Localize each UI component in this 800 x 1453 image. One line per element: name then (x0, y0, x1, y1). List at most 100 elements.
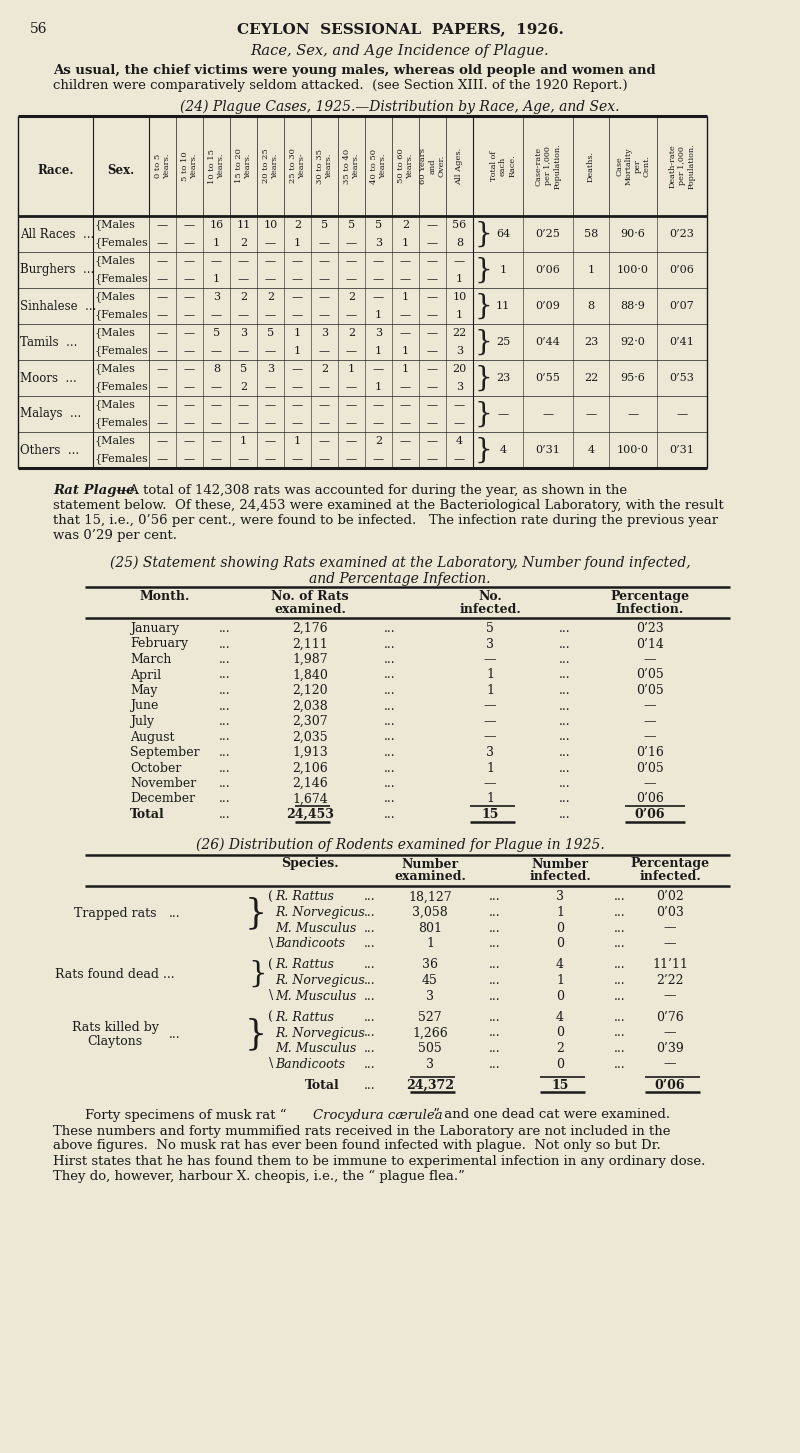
Text: —: — (238, 400, 249, 410)
Text: }: } (248, 960, 267, 988)
Text: (: ( (268, 891, 273, 904)
Text: ...: ... (219, 652, 231, 665)
Text: 64: 64 (496, 230, 510, 238)
Text: —: — (373, 275, 384, 283)
Text: 3: 3 (375, 328, 382, 339)
Text: M. Musculus: M. Musculus (275, 921, 356, 934)
Text: 0’31: 0’31 (670, 445, 694, 455)
Text: 0: 0 (556, 937, 564, 950)
Text: ...: ... (489, 989, 501, 1003)
Text: 11: 11 (496, 301, 510, 311)
Text: 1: 1 (486, 761, 494, 774)
Text: 0: 0 (556, 1026, 564, 1039)
Text: —: — (319, 382, 330, 392)
Text: ...: ... (219, 792, 231, 805)
Text: (: ( (268, 959, 273, 972)
Text: Case-rate
per 1,000
Population.: Case-rate per 1,000 Population. (534, 144, 562, 189)
Text: —: — (184, 346, 195, 356)
Text: 23: 23 (496, 373, 510, 384)
Text: }: } (474, 401, 492, 427)
Text: 0’05: 0’05 (636, 668, 664, 681)
Text: 100·0: 100·0 (617, 445, 649, 455)
Text: —: — (373, 292, 384, 302)
Text: 2,307: 2,307 (292, 715, 328, 728)
Text: —: — (157, 292, 168, 302)
Text: 3: 3 (556, 891, 564, 904)
Text: R. Norvegicus: R. Norvegicus (275, 974, 365, 987)
Text: —: — (319, 400, 330, 410)
Text: Total: Total (306, 1080, 340, 1093)
Text: above figures.  No musk rat has ever been found infected with plague.  Not only : above figures. No musk rat has ever been… (53, 1139, 661, 1152)
Text: 25 to 30
Years-: 25 to 30 Years- (289, 148, 306, 183)
Text: 505: 505 (418, 1042, 442, 1055)
Text: —: — (427, 309, 438, 320)
Text: 2,035: 2,035 (292, 731, 328, 744)
Text: These numbers and forty mummified rats received in the Laboratory are not includ: These numbers and forty mummified rats r… (53, 1125, 670, 1138)
Text: Percentage: Percentage (610, 590, 690, 603)
Text: No. of Rats: No. of Rats (271, 590, 349, 603)
Text: July: July (130, 715, 154, 728)
Text: April: April (130, 668, 161, 681)
Text: 36: 36 (422, 959, 438, 972)
Text: ...: ... (489, 1042, 501, 1055)
Text: —: — (484, 652, 496, 665)
Text: infected.: infected. (529, 870, 591, 883)
Text: ...: ... (219, 684, 231, 697)
Text: Race, Sex, and Age Incidence of Plague.: Race, Sex, and Age Incidence of Plague. (250, 44, 550, 58)
Text: —: — (644, 699, 656, 712)
Text: —: — (644, 652, 656, 665)
Text: —: — (627, 408, 638, 418)
Text: —: — (265, 238, 276, 248)
Text: —: — (454, 256, 465, 266)
Text: 1: 1 (486, 684, 494, 697)
Text: Malays  ...: Malays ... (20, 407, 82, 420)
Text: ...: ... (489, 937, 501, 950)
Text: —: — (184, 219, 195, 230)
Text: —: — (400, 309, 411, 320)
Text: —: — (157, 346, 168, 356)
Text: 1: 1 (348, 365, 355, 373)
Text: 1: 1 (426, 937, 434, 950)
Text: ” and one dead cat were examined.: ” and one dead cat were examined. (429, 1109, 670, 1122)
Text: 92·0: 92·0 (621, 337, 646, 347)
Text: ...: ... (559, 622, 571, 635)
Text: —: — (346, 436, 357, 446)
Text: —: — (400, 382, 411, 392)
Text: 1: 1 (486, 668, 494, 681)
Text: ...: ... (559, 777, 571, 790)
Text: —: — (157, 256, 168, 266)
Text: 0’39: 0’39 (656, 1042, 684, 1055)
Text: ...: ... (364, 989, 376, 1003)
Text: }: } (474, 221, 492, 247)
Text: 0’07: 0’07 (670, 301, 694, 311)
Text: January: January (130, 622, 179, 635)
Text: —: — (346, 418, 357, 429)
Text: \: \ (269, 1058, 273, 1071)
Text: —: — (427, 219, 438, 230)
Text: 2,176: 2,176 (292, 622, 328, 635)
Text: —: — (346, 346, 357, 356)
Text: —: — (265, 346, 276, 356)
Text: —: — (211, 436, 222, 446)
Text: ...: ... (219, 777, 231, 790)
Text: ...: ... (219, 731, 231, 744)
Text: 2: 2 (556, 1042, 564, 1055)
Text: {Females: {Females (95, 417, 149, 429)
Text: ...: ... (559, 792, 571, 805)
Text: —: — (373, 418, 384, 429)
Text: ...: ... (384, 715, 396, 728)
Text: They do, however, harbour X. cheopis, i.e., the “ plague flea.”: They do, however, harbour X. cheopis, i.… (53, 1170, 465, 1183)
Text: {Females: {Females (95, 453, 149, 465)
Text: 20: 20 (452, 365, 466, 373)
Text: ...: ... (219, 699, 231, 712)
Text: —: — (157, 436, 168, 446)
Text: 3: 3 (426, 1058, 434, 1071)
Text: All Ages.: All Ages. (455, 147, 463, 185)
Text: 1: 1 (456, 309, 463, 320)
Text: Total of
each
Race.: Total of each Race. (490, 151, 516, 182)
Text: Crocydura cærulea: Crocydura cærulea (313, 1109, 442, 1122)
Text: 0’41: 0’41 (670, 337, 694, 347)
Text: Species.: Species. (281, 857, 339, 870)
Text: }: } (474, 257, 492, 283)
Text: —: — (292, 453, 303, 464)
